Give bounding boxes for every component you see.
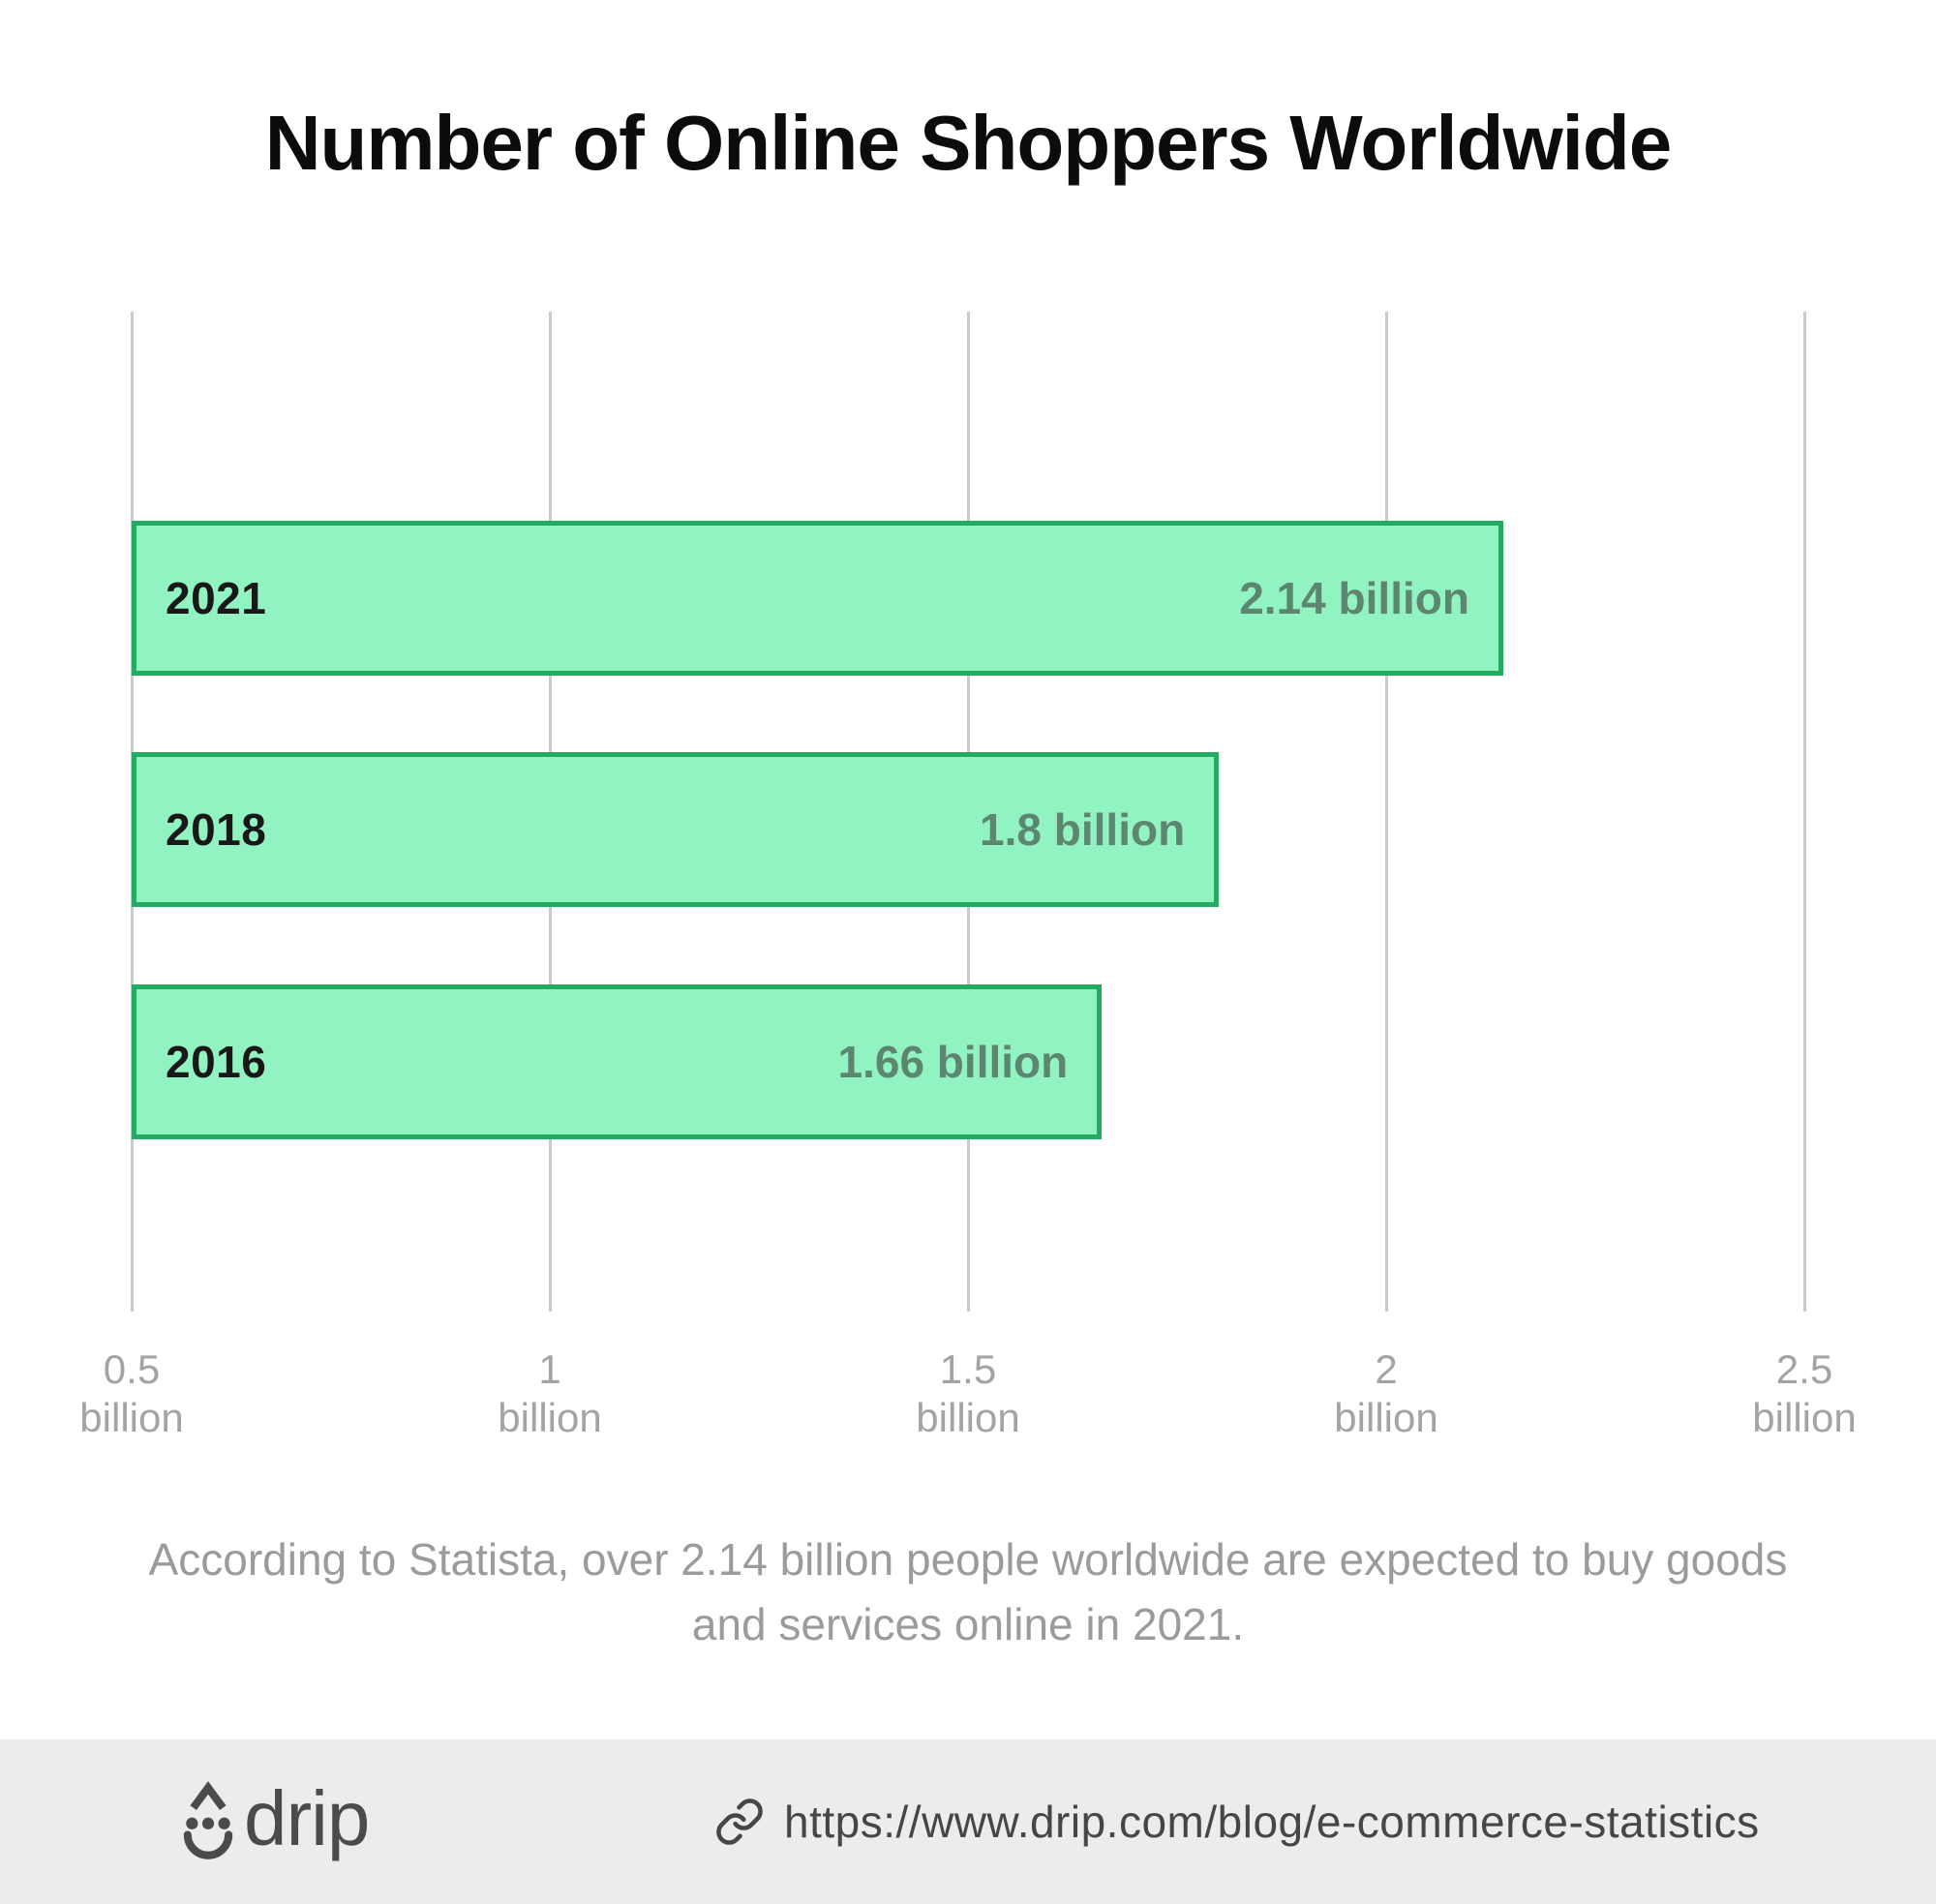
- x-tick-unit: billion: [79, 1395, 184, 1441]
- bar-value-label: 1.8 billion: [980, 804, 1186, 855]
- gridline: [1802, 312, 1806, 1312]
- source-link-row: https://www.drip.com/blog/e-commerce-sta…: [714, 1796, 1760, 1848]
- x-tick-label: 2 billion: [1334, 1345, 1437, 1443]
- drip-logo: drip: [182, 1775, 370, 1864]
- x-tick-label: 1.5 billion: [916, 1345, 1019, 1443]
- bar-value-label: 2.14 billion: [1239, 573, 1469, 623]
- x-tick-unit: billion: [498, 1395, 602, 1441]
- x-tick-label: 0.5 billion: [79, 1345, 183, 1443]
- x-tick-unit: billion: [1752, 1395, 1857, 1441]
- drip-droplet-icon: [182, 1779, 234, 1864]
- x-tick-label: 1 billion: [498, 1345, 601, 1443]
- x-tick-number: 2: [1375, 1346, 1398, 1392]
- page-title: Number of Online Shoppers Worldwide: [264, 100, 1673, 186]
- bar-2021: 2021 2.14 billion: [132, 521, 1503, 676]
- gridline: [1384, 312, 1388, 1312]
- x-tick-number: 2.5: [1775, 1346, 1833, 1392]
- footer-bar: drip https://www.drip.com/blog/e-commerc…: [0, 1739, 1936, 1904]
- link-chain-icon: [714, 1797, 765, 1847]
- bar-2018: 2018 1.8 billion: [132, 752, 1220, 907]
- drip-wordmark: drip: [244, 1775, 370, 1861]
- x-tick-number: 1.5: [939, 1346, 997, 1392]
- bar-value-label: 1.66 billion: [837, 1037, 1069, 1087]
- bar-category-label: 2018: [166, 804, 267, 855]
- bar-chart-plot-area: 0.5 billion 1 billion 1.5 billion 2 billion 2.5 b…: [79, 312, 1857, 1440]
- x-tick-unit: billion: [1334, 1395, 1438, 1441]
- bar-category-label: 2021: [166, 573, 267, 623]
- x-tick-unit: billion: [916, 1395, 1020, 1441]
- bar-category-label: 2016: [166, 1037, 267, 1087]
- source-url-link[interactable]: https://www.drip.com/blog/e-commerce-sta…: [784, 1797, 1760, 1847]
- x-tick-label: 2.5 billion: [1752, 1345, 1856, 1443]
- x-tick-number: 1: [538, 1346, 561, 1392]
- chart-caption: According to Statista, over 2.14 billion…: [148, 1534, 1788, 1649]
- bar-2016: 2016 1.66 billion: [132, 984, 1103, 1139]
- x-tick-number: 0.5: [103, 1346, 161, 1392]
